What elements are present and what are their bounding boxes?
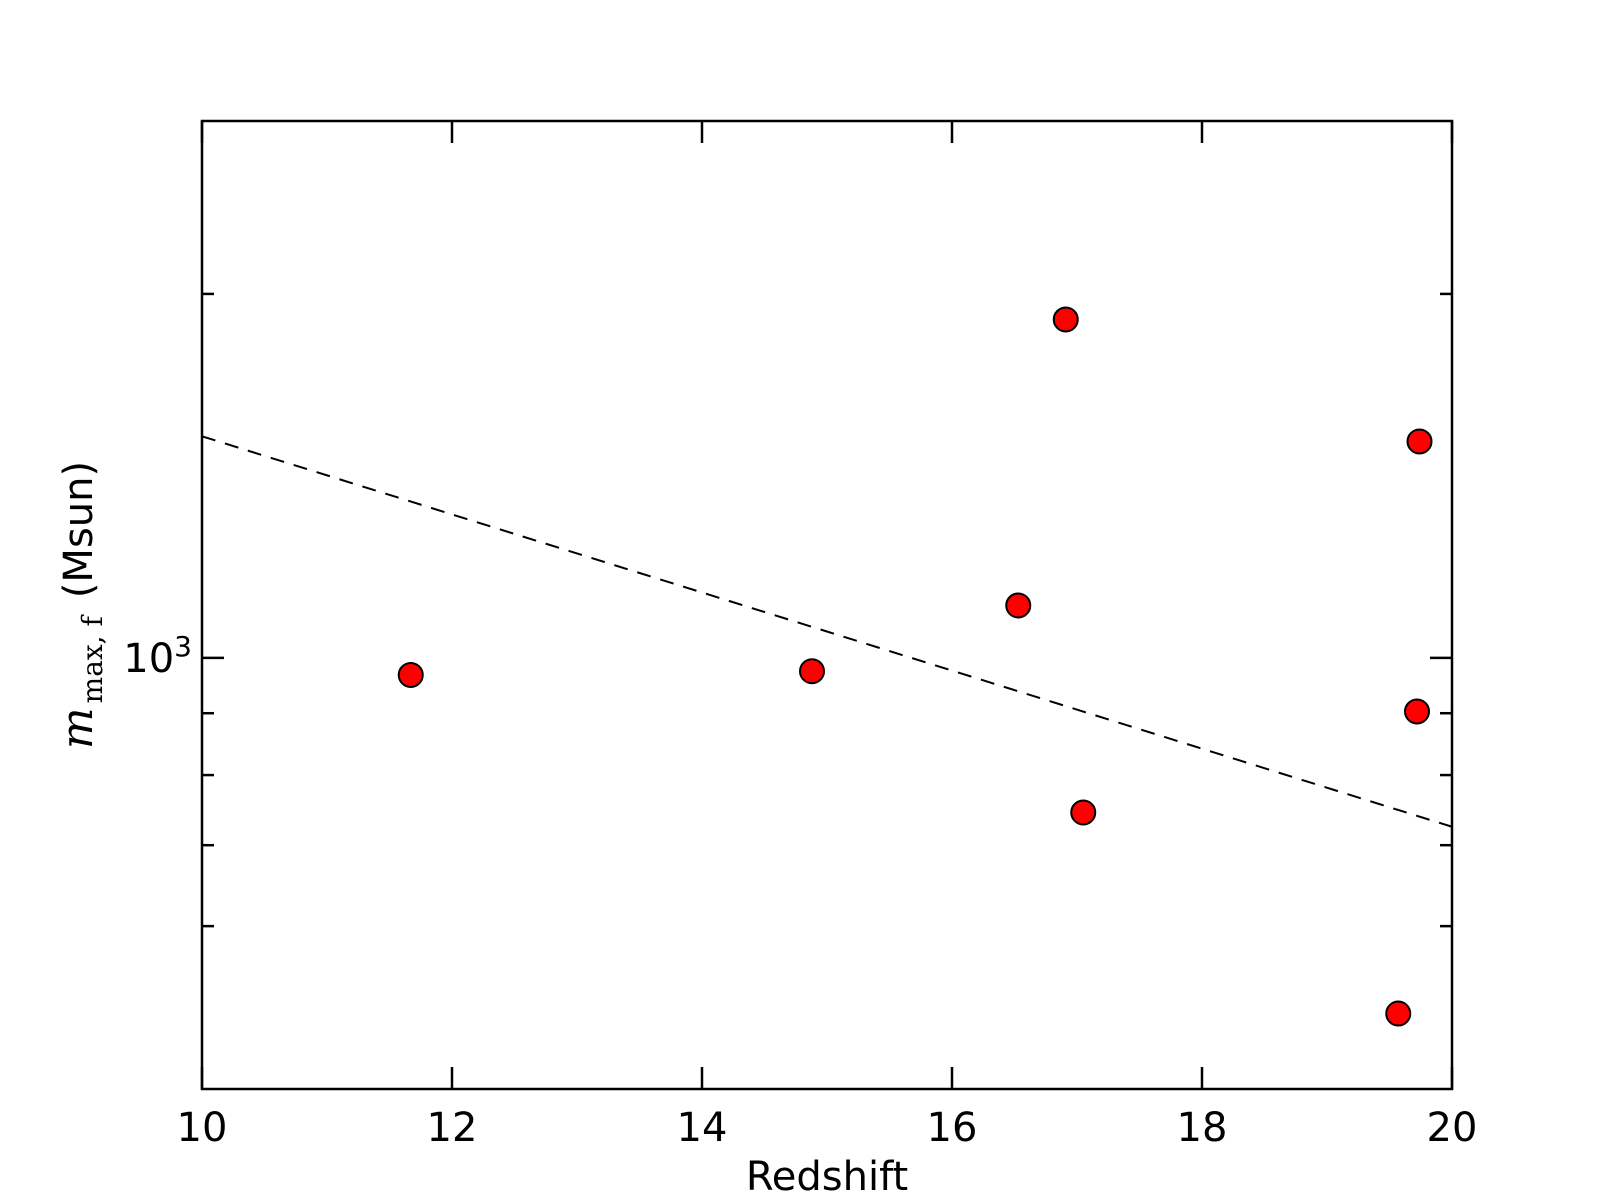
- scatter-point: [397, 661, 424, 688]
- y-axis-unit: (Msun): [56, 461, 102, 598]
- scatter-point: [1052, 306, 1079, 333]
- scatter-point: [1070, 799, 1097, 826]
- svg-text:m max, f (Msun): m max, f (Msun): [52, 461, 109, 749]
- x-tick-label: 12: [427, 1105, 478, 1151]
- y-tick-label: 103: [123, 630, 192, 682]
- y-axis-label: m max, f (Msun): [52, 461, 109, 749]
- fit-line: [201, 435, 1453, 828]
- x-tick-label: 18: [1177, 1105, 1228, 1151]
- scatter-point: [1404, 698, 1430, 725]
- x-tick-label: 20: [1427, 1105, 1478, 1151]
- scatter-point: [1385, 1000, 1412, 1027]
- x-tick-label: 16: [927, 1105, 978, 1151]
- x-axis-label: Redshift: [746, 1154, 908, 1200]
- x-tick-label: 14: [677, 1105, 728, 1151]
- scatter-point: [1005, 592, 1032, 619]
- y-axis-symbol: m: [52, 707, 103, 749]
- scatter-point: [1406, 428, 1433, 455]
- plot-frame: [200, 119, 1454, 1091]
- y-axis-subscript: max, f: [76, 614, 109, 704]
- scatter-point: [799, 658, 825, 685]
- x-tick-label: 10: [177, 1105, 228, 1151]
